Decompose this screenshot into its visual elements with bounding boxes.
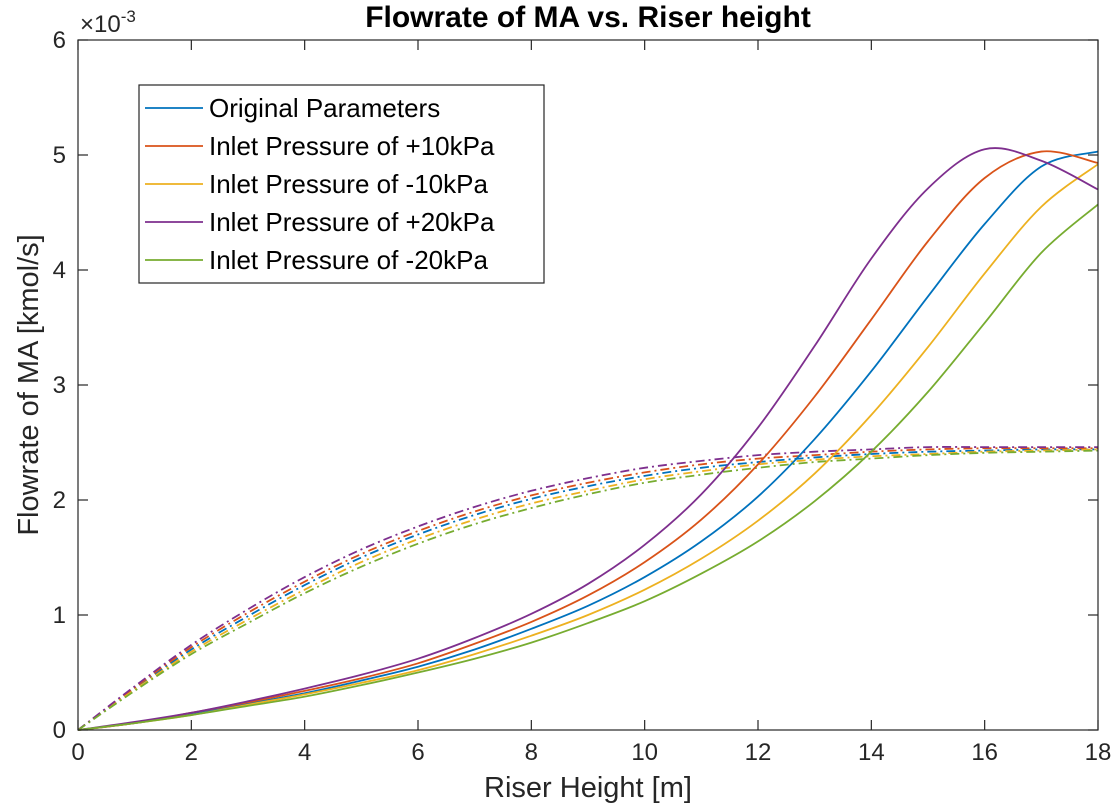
- y-tick-label: 4: [53, 257, 66, 284]
- series-line-dashdot-5: [77, 448, 1099, 731]
- legend-box: [138, 84, 545, 284]
- series-line-2: [77, 163, 1099, 731]
- series-line-dashdot-6: [77, 447, 1098, 731]
- legend-entry-label: Original Parameters: [209, 93, 440, 123]
- legend: Original Parameters Inlet Pressure of +10…: [138, 84, 545, 284]
- chart-title: Flowrate of MA vs. Riser height: [365, 1, 811, 34]
- x-tick-label: 18: [1085, 739, 1112, 766]
- x-axis-label: Riser Height [m]: [484, 772, 692, 804]
- series-line-0: [77, 150, 1099, 731]
- legend-entry-label: Inlet Pressure of +20kPa: [209, 207, 495, 237]
- y-tick-label: 2: [53, 487, 66, 514]
- x-tick-label: 4: [298, 739, 311, 766]
- y-exponent-label: ×10-3: [80, 7, 136, 38]
- y-ticks: 0 1 2 3 4 5 6: [53, 27, 1098, 744]
- x-tick-label: 10: [631, 739, 658, 766]
- x-tick-label: 8: [525, 739, 538, 766]
- y-tick-label: 5: [53, 142, 66, 169]
- y-tick-label: 3: [53, 372, 66, 399]
- series-line-dashdot-8: [77, 446, 1098, 731]
- x-tick-label: 6: [411, 739, 424, 766]
- legend-entry-label: Inlet Pressure of -10kPa: [209, 169, 488, 199]
- series-line-dashdot-7: [77, 448, 1099, 731]
- y-tick-label: 0: [53, 717, 66, 744]
- x-tick-label: 14: [858, 739, 885, 766]
- x-tick-label: 2: [185, 739, 198, 766]
- legend-entry-label: Inlet Pressure of -20kPa: [209, 245, 488, 275]
- legend-entries: Original Parameters Inlet Pressure of +10…: [145, 93, 495, 275]
- series-line-1: [77, 150, 1099, 731]
- x-ticks: 0 2 4 6 8 10 12 14 16 18: [71, 40, 1111, 766]
- series-line-dashdot-9: [77, 449, 1099, 731]
- y-exponent-base: ×10: [80, 11, 121, 38]
- y-axis-label: Flowrate of MA [kmol/s]: [13, 234, 45, 535]
- series-line-4: [77, 203, 1099, 731]
- series-layer: [77, 147, 1099, 731]
- x-tick-label: 0: [71, 739, 84, 766]
- x-tick-label: 12: [745, 739, 772, 766]
- legend-entry-label: Inlet Pressure of +10kPa: [209, 131, 495, 161]
- y-exponent-power: -3: [121, 7, 136, 26]
- series-line-3: [77, 147, 1099, 731]
- x-tick-label: 16: [971, 739, 998, 766]
- y-tick-label: 6: [53, 27, 66, 54]
- y-tick-label: 1: [53, 602, 66, 629]
